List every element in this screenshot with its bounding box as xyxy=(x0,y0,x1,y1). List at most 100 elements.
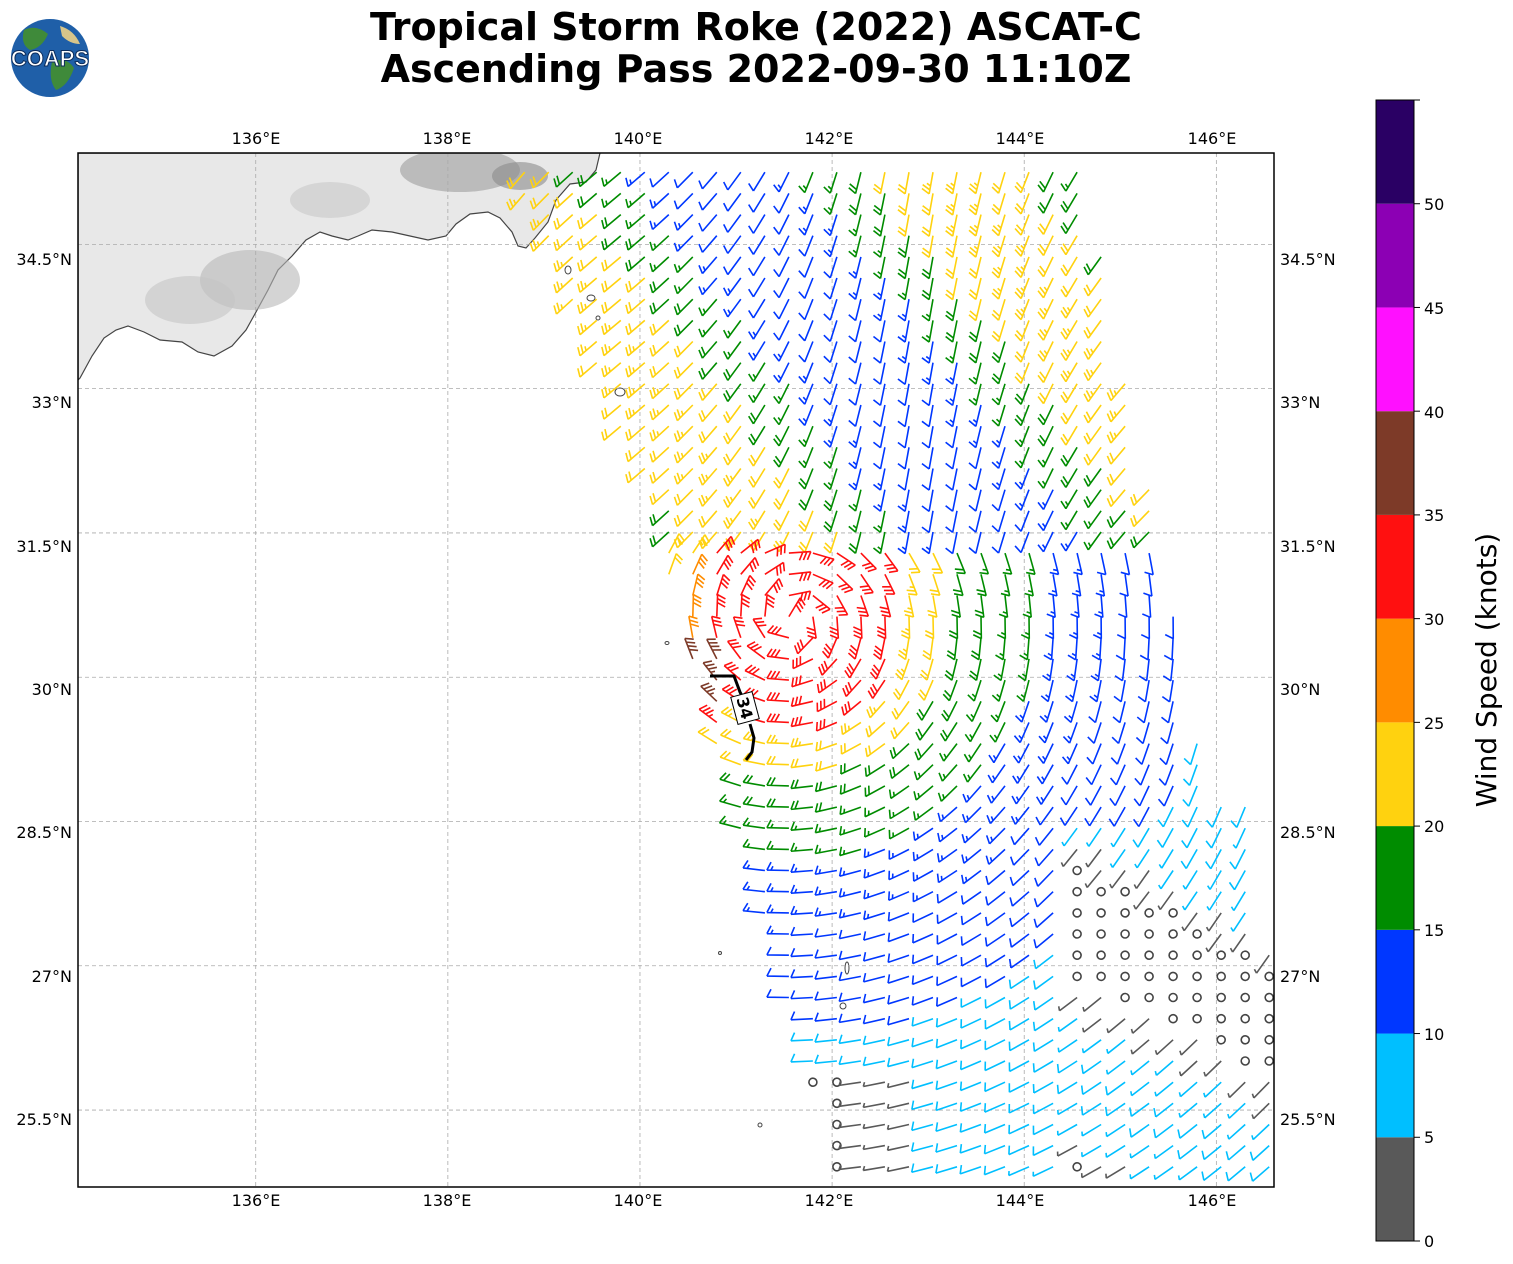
wind-barb xyxy=(649,192,670,209)
wind-barb xyxy=(1264,971,1274,982)
wind-barb xyxy=(1008,1039,1030,1052)
wind-barb xyxy=(688,615,700,638)
wind-barb xyxy=(1010,827,1030,846)
wind-barb xyxy=(1153,1123,1174,1139)
wind-barb xyxy=(748,341,766,361)
wind-barb xyxy=(968,658,982,682)
wind-barb xyxy=(836,552,856,571)
wind-barb xyxy=(976,574,987,597)
wind-barb xyxy=(625,340,646,357)
wind-barb xyxy=(863,869,886,879)
wind-barb xyxy=(931,552,944,574)
wind-barb xyxy=(798,277,814,299)
wind-barb xyxy=(1154,1081,1174,1097)
wind-barb xyxy=(746,641,766,660)
wind-barb xyxy=(1020,616,1031,640)
wind-barb xyxy=(991,320,1006,343)
wind-barb xyxy=(1008,1102,1030,1114)
wind-barb xyxy=(1133,870,1150,889)
wind-barb xyxy=(1065,679,1078,703)
wind-barb xyxy=(1010,806,1030,825)
wind-barb xyxy=(773,341,790,362)
wind-barb xyxy=(1061,827,1078,847)
wind-barb xyxy=(649,383,670,400)
wind-barb xyxy=(1144,950,1154,961)
wind-barb xyxy=(798,383,814,405)
wind-barb xyxy=(897,299,910,322)
wind-barb xyxy=(1110,827,1126,848)
wind-barb xyxy=(1013,722,1030,744)
wind-barb xyxy=(1112,701,1126,724)
wind-barb xyxy=(848,214,862,237)
wind-barb xyxy=(884,552,899,574)
wind-barb xyxy=(1120,552,1131,576)
wind-barb xyxy=(823,362,838,385)
wind-barb xyxy=(816,698,838,713)
wind-barb xyxy=(698,704,718,724)
wind-barb xyxy=(698,446,718,465)
wind-barb xyxy=(988,743,1006,764)
wind-barb xyxy=(722,256,742,276)
wind-barb xyxy=(1228,870,1246,891)
wind-barb xyxy=(748,404,766,425)
wind-barb xyxy=(812,594,831,614)
wind-barb xyxy=(1106,404,1126,423)
wind-barb xyxy=(968,489,982,512)
wind-barb xyxy=(1130,489,1150,507)
wind-barb xyxy=(866,700,886,719)
wind-barb xyxy=(1192,1013,1202,1024)
wind-barb xyxy=(766,776,789,787)
wind-barb xyxy=(1240,1056,1250,1066)
wind-barb xyxy=(1008,954,1030,969)
wind-barb xyxy=(790,990,813,1000)
wind-barb xyxy=(744,664,766,681)
wind-barb xyxy=(936,975,958,987)
wind-barb xyxy=(553,214,574,231)
wind-barb xyxy=(1083,319,1102,339)
lon-label: 142°E xyxy=(805,129,854,148)
wind-barb xyxy=(577,192,598,209)
wind-barb xyxy=(991,383,1006,406)
wind-barb xyxy=(1060,256,1078,277)
wind-barb xyxy=(1181,827,1198,849)
wind-barb xyxy=(790,758,814,769)
wind-barb xyxy=(1084,806,1102,827)
wind-barb xyxy=(814,781,838,793)
wind-barb xyxy=(698,510,718,528)
wind-barb xyxy=(1160,722,1174,745)
wind-barb xyxy=(649,467,670,484)
wind-barb xyxy=(722,446,742,466)
wind-barb xyxy=(1108,806,1126,827)
wind-barb xyxy=(1080,1166,1102,1179)
wind-barb xyxy=(1253,954,1270,974)
wind-barb xyxy=(887,1015,910,1026)
wind-barb xyxy=(1032,1060,1054,1073)
wind-barb xyxy=(1168,929,1178,939)
wind-barb xyxy=(649,340,670,357)
wind-barb xyxy=(865,721,886,738)
wind-barb xyxy=(848,468,862,491)
wind-barb xyxy=(897,193,910,216)
wind-barb xyxy=(848,489,862,512)
wind-barb xyxy=(698,362,718,380)
wind-barb xyxy=(1039,701,1054,723)
wind-barb xyxy=(1264,1013,1274,1024)
wind-barb xyxy=(720,728,742,745)
wind-barb xyxy=(991,489,1006,512)
wind-barb xyxy=(945,447,958,470)
wind-barb xyxy=(1104,1102,1126,1117)
wind-barb xyxy=(864,785,886,798)
wind-barb xyxy=(1168,908,1178,918)
wind-barb xyxy=(577,235,598,251)
wind-barb xyxy=(1119,574,1129,597)
wind-barb xyxy=(601,362,622,378)
wind-barb xyxy=(1106,489,1126,508)
lat-label: 30°N xyxy=(32,680,72,699)
wind-barb xyxy=(888,848,910,860)
wind-barb xyxy=(742,902,765,914)
wind-barb xyxy=(1230,806,1246,828)
wind-barb xyxy=(766,904,789,914)
wind-barb xyxy=(649,531,670,548)
wind-barb xyxy=(1116,616,1127,640)
wind-barb xyxy=(529,214,550,231)
